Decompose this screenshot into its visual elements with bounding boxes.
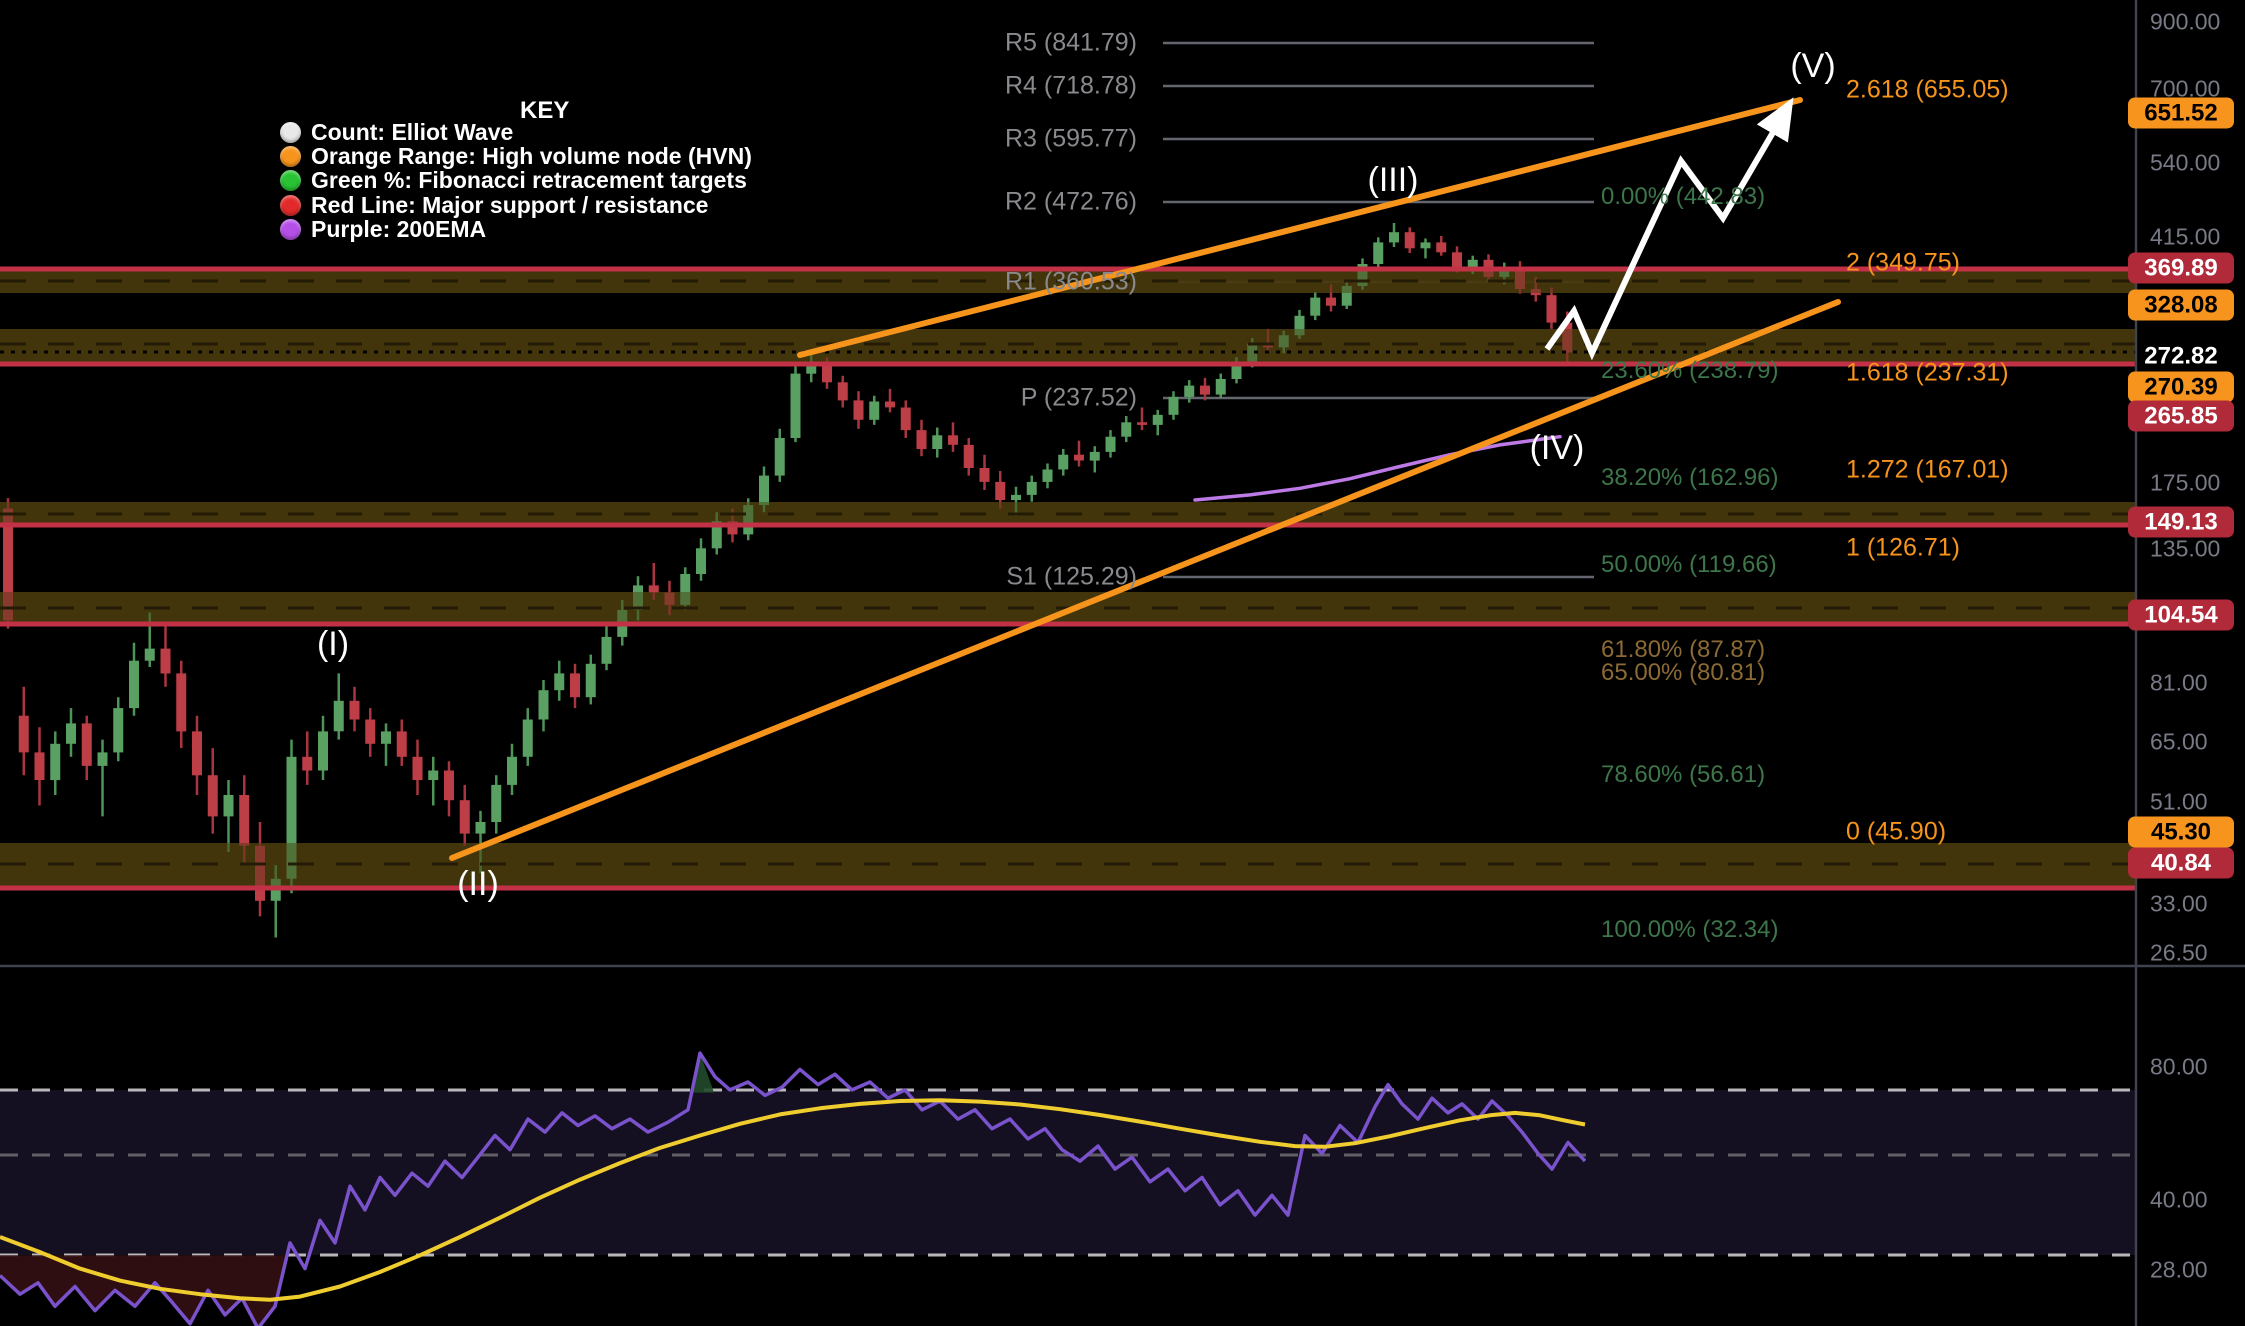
hvn-dot-icon <box>280 145 301 167</box>
pivot-label: R5 (841.79) <box>1004 28 1137 57</box>
sr-dot-icon <box>280 194 301 216</box>
price-level-badge: 265.85 <box>2128 400 2234 432</box>
price-level-badge: 328.08 <box>2128 289 2234 321</box>
rsi-channel-background <box>0 1090 2136 1255</box>
fib-dot-icon <box>280 169 301 191</box>
legend-title: KEY <box>520 97 570 124</box>
fib-retracement-label: 38.20% (162.96) <box>1601 464 1779 491</box>
pivot-label: S1 (125.29) <box>1006 562 1137 591</box>
elliott-wave-label: (III) <box>1367 161 1419 199</box>
fib-retracement-label: 23.60% (238.79) <box>1601 357 1779 384</box>
price-level-badge: 270.39 <box>2128 371 2234 403</box>
rsi-smoothing-ma-line[interactable] <box>0 1098 1586 1302</box>
price-level-badge: 45.30 <box>2128 816 2234 848</box>
elliott-wave-label: (V) <box>1790 47 1836 85</box>
pivot-label: R4 (718.78) <box>1004 71 1137 100</box>
pivot-label: R3 (595.77) <box>1004 124 1137 153</box>
legend-item: Purple: 200EMA <box>280 215 487 242</box>
legend-item-label: Count: Elliot Wave <box>311 118 514 145</box>
pivot-label: R1 (360.53) <box>1004 267 1137 296</box>
price-axis-tick[interactable]: 81.00 <box>2150 669 2208 696</box>
candlestick-series[interactable] <box>3 223 1573 938</box>
price-level-badge: 104.54 <box>2128 599 2234 631</box>
rsi-axis-tick[interactable]: 28.00 <box>2150 1256 2208 1283</box>
rsi-overbought-fill <box>692 1053 714 1093</box>
legend-item-label: Green %: Fibonacci retracement targets <box>311 166 747 193</box>
price-axis-tick[interactable]: 26.50 <box>2150 939 2208 966</box>
support-resistance-line[interactable] <box>0 522 2136 528</box>
price-level-badge: 272.82 <box>2144 342 2218 369</box>
fib-extension-label: 2 (349.75) <box>1846 248 1960 277</box>
price-axis-tick[interactable]: 65.00 <box>2150 728 2208 755</box>
fib-extension-label: 1 (126.71) <box>1846 533 1960 562</box>
ema-dot-icon <box>280 218 301 240</box>
legend-item-label: Orange Range: High volume node (HVN) <box>311 142 752 169</box>
fib-retracement-label: 78.60% (56.61) <box>1601 761 1766 788</box>
wave5-projection-arrow[interactable] <box>1544 97 1794 361</box>
rsi-axis-tick[interactable]: 80.00 <box>2150 1053 2208 1080</box>
ema200-line[interactable] <box>1193 434 1562 502</box>
rsi-axis-tick[interactable]: 40.00 <box>2150 1186 2208 1213</box>
support-resistance-line[interactable] <box>0 361 2136 367</box>
fib-extension-label: 2.618 (655.05) <box>1846 75 2009 104</box>
support-resistance-line[interactable] <box>0 885 2136 891</box>
fib-retracement-label: 100.00% (32.34) <box>1601 916 1779 943</box>
fib-extension-label: 1.618 (237.31) <box>1846 358 2009 387</box>
price-axis-tick[interactable]: 700.00 <box>2150 75 2221 102</box>
price-level-badge: 369.89 <box>2128 252 2234 284</box>
fib-retracement-label: 0.00% (442.83) <box>1601 183 1766 210</box>
upper-channel-trendline[interactable] <box>797 97 1803 358</box>
fib-extension-label: 1.272 (167.01) <box>1846 455 2009 484</box>
elliott-wave-label: (II) <box>457 865 499 903</box>
legend-item: Orange Range: High volume node (HVN) <box>280 142 752 169</box>
legend-item-label: Red Line: Major support / resistance <box>311 191 709 218</box>
legend-item: Count: Elliot Wave <box>280 118 514 145</box>
price-axis-tick[interactable]: 33.00 <box>2150 890 2208 917</box>
price-level-badge: 149.13 <box>2128 506 2234 538</box>
support-resistance-line[interactable] <box>0 621 2136 627</box>
price-level-badge: 651.52 <box>2128 97 2234 129</box>
lower-channel-trendline[interactable] <box>449 299 1841 861</box>
price-axis-tick[interactable]: 415.00 <box>2150 223 2221 250</box>
count-dot-icon <box>280 121 301 143</box>
fib-retracement-label: 50.00% (119.66) <box>1601 551 1777 578</box>
fib-extension-label: 0 (45.90) <box>1846 817 1947 846</box>
legend-item: Red Line: Major support / resistance <box>280 191 709 218</box>
price-axis-tick[interactable]: 51.00 <box>2150 788 2208 815</box>
fib-retracement-label: 65.00% (80.81) <box>1601 659 1766 686</box>
price-axis-tick[interactable]: 900.00 <box>2150 8 2221 35</box>
price-axis-tick[interactable]: 540.00 <box>2150 149 2221 176</box>
elliott-wave-label: (I) <box>316 625 350 663</box>
price-axis-tick[interactable]: 135.00 <box>2150 535 2221 562</box>
pivot-label: P (237.52) <box>1020 383 1137 412</box>
pivot-label: R2 (472.76) <box>1004 187 1137 216</box>
legend-item-label: Purple: 200EMA <box>311 215 487 242</box>
price-axis-tick[interactable]: 175.00 <box>2150 469 2221 496</box>
rsi-line[interactable] <box>0 1051 1587 1326</box>
elliott-wave-label: (IV) <box>1529 429 1585 467</box>
price-level-badge: 40.84 <box>2128 847 2234 879</box>
support-resistance-line[interactable] <box>0 266 2136 272</box>
legend-item: Green %: Fibonacci retracement targets <box>280 166 747 193</box>
rsi-oversold-fill <box>0 1255 287 1326</box>
fib-retracement-label: 61.80% (87.87) <box>1601 636 1766 663</box>
